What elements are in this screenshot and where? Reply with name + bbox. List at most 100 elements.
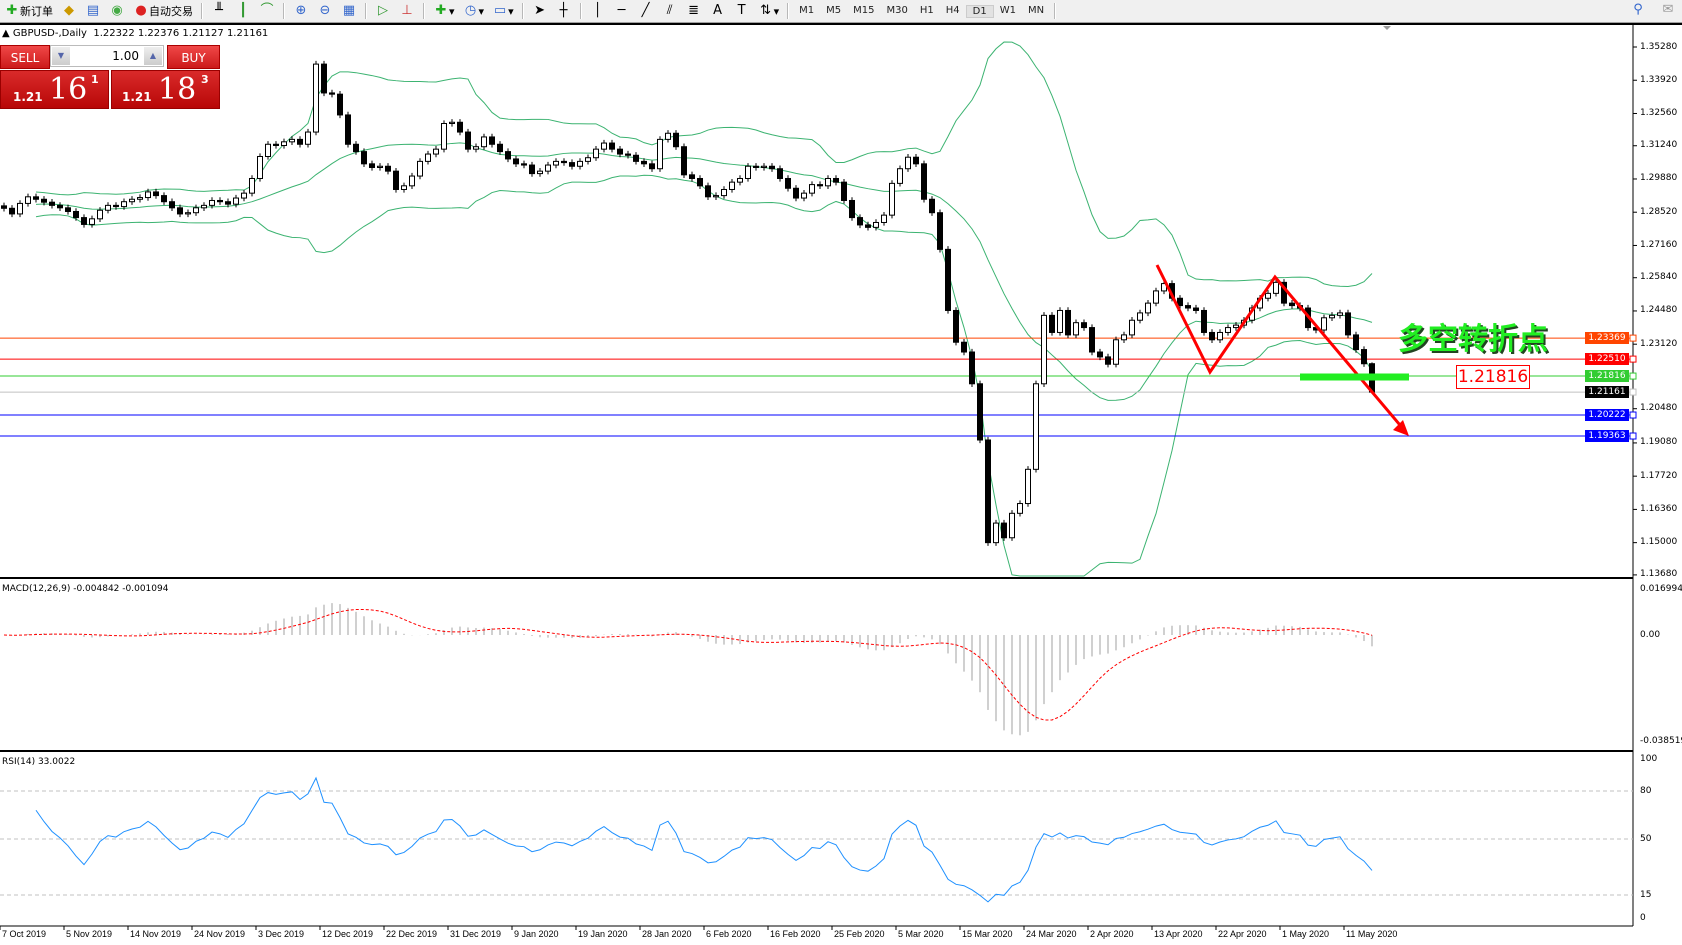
- bear-candle: [169, 201, 175, 209]
- auto-trading-button[interactable]: ● 自动交易: [129, 1, 197, 21]
- bear-candle: [33, 196, 39, 200]
- lot-size-input[interactable]: 1.00: [112, 49, 139, 63]
- bear-candle: [649, 163, 655, 170]
- timeframe-m5[interactable]: M5: [826, 4, 842, 16]
- vertical-line-button[interactable]: │: [586, 1, 610, 21]
- new-order-button[interactable]: ✚ 新订单: [0, 1, 57, 21]
- autoscroll-icon: ▷: [378, 3, 388, 18]
- bull-candle: [825, 177, 831, 187]
- bear-candle: [329, 92, 335, 95]
- fibonacci-button[interactable]: ≣: [682, 1, 706, 21]
- bear-candle: [65, 207, 71, 212]
- lot-increase-button[interactable]: ▲: [144, 47, 162, 65]
- bull-candle: [577, 160, 583, 167]
- zoom-out-button[interactable]: ⊖: [313, 1, 337, 21]
- text-button[interactable]: A: [706, 1, 730, 21]
- signal-button[interactable]: ◉: [105, 1, 129, 21]
- auto-trading-icon: ●: [135, 3, 147, 18]
- sell-button[interactable]: SELL: [0, 45, 50, 69]
- horizontal-line-label: 1.23369: [1585, 332, 1629, 345]
- lot-decrease-button[interactable]: ▼: [52, 47, 70, 65]
- bar-chart-icon: ╨: [215, 3, 223, 18]
- indicators-button[interactable]: ✚ ▾: [429, 1, 459, 21]
- cursor-icon: ➤: [534, 3, 546, 18]
- bear-candle: [489, 136, 495, 145]
- crosshair-button[interactable]: ┼: [552, 1, 576, 21]
- bull-candle: [1025, 468, 1031, 505]
- chart-shift-button[interactable]: ⊥: [395, 1, 419, 21]
- time-axis-label: 16 Feb 2020: [770, 929, 821, 939]
- bear-candle: [217, 199, 223, 203]
- horizontal-line-label: 1.20222: [1585, 409, 1629, 422]
- separator: [283, 3, 285, 19]
- navigator-button[interactable]: ▤: [81, 1, 105, 21]
- price-axis-label: 1.29880: [1640, 173, 1678, 184]
- horizontal-line-button[interactable]: ─: [610, 1, 634, 21]
- bar-chart-button[interactable]: ╨: [207, 1, 231, 21]
- search-icon[interactable]: ⚲: [1633, 2, 1643, 17]
- timeframe-m1[interactable]: M1: [799, 4, 815, 16]
- lot-size-stepper[interactable]: ▼ 1.00 ▲: [50, 45, 164, 67]
- separator: [365, 3, 367, 19]
- time-axis-label: 22 Dec 2019: [386, 929, 438, 939]
- line-chart-button[interactable]: ⌒: [255, 1, 279, 21]
- price-axis-label: 1.19080: [1640, 437, 1678, 448]
- zoom-in-icon: ⊕: [295, 3, 307, 18]
- bear-candle: [617, 148, 623, 155]
- bear-candle: [849, 199, 855, 219]
- bull-candle: [281, 141, 287, 146]
- bull-candle: [17, 202, 23, 215]
- timeframe-d1[interactable]: D1: [965, 4, 994, 18]
- macd-axis-label: 0.016994: [1640, 583, 1682, 594]
- vertical-line-icon: │: [593, 3, 602, 18]
- horizontal-line-label: 1.22510: [1585, 353, 1629, 366]
- line-handle: [1629, 388, 1637, 396]
- bear-candle: [1177, 297, 1183, 307]
- market-watch-button[interactable]: ◆: [57, 1, 81, 21]
- trendline-icon: ╱: [641, 3, 650, 18]
- bull-candle: [1057, 309, 1063, 333]
- candlestick-button[interactable]: ┃: [231, 1, 255, 21]
- buy-button[interactable]: BUY: [167, 45, 220, 69]
- chart-window[interactable]: [0, 23, 1682, 945]
- bear-candle: [777, 168, 783, 179]
- tile-windows-button[interactable]: ▦: [337, 1, 361, 21]
- bear-candle: [393, 170, 399, 190]
- timeframe-h1[interactable]: H1: [919, 4, 934, 16]
- sell-price[interactable]: 1.21 16 1: [0, 70, 109, 109]
- bear-candle: [177, 207, 183, 215]
- timeframe-h4[interactable]: H4: [945, 4, 960, 16]
- collapse-icon[interactable]: ▲: [2, 28, 13, 39]
- bull-candle: [993, 522, 999, 544]
- buy-price-pips: 18: [158, 72, 197, 107]
- arrows-button[interactable]: ⇅ ▾: [754, 1, 784, 21]
- autoscroll-button[interactable]: ▷: [371, 1, 395, 21]
- timeframe-m30[interactable]: M30: [886, 4, 908, 16]
- bear-candle: [609, 142, 615, 150]
- bear-candle: [153, 191, 159, 197]
- periods-button[interactable]: ◷ ▾: [459, 1, 489, 21]
- timeframe-mn[interactable]: MN: [1027, 4, 1045, 16]
- zoom-in-button[interactable]: ⊕: [289, 1, 313, 21]
- buy-price[interactable]: 1.21 18 3: [111, 70, 220, 109]
- arrow-head: [1393, 420, 1409, 436]
- equidistant-channel-button[interactable]: ⫽: [658, 1, 682, 21]
- cursor-button[interactable]: ➤: [528, 1, 552, 21]
- time-axis-label: 5 Nov 2019: [66, 929, 113, 939]
- chat-icon[interactable]: ✉: [1662, 2, 1674, 17]
- price-axis-label: 1.28520: [1640, 206, 1678, 217]
- trendline-button[interactable]: ╱: [634, 1, 658, 21]
- templates-button[interactable]: ▭ ▾: [488, 1, 518, 21]
- bull-candle: [433, 148, 439, 155]
- bull-candle: [1337, 312, 1343, 316]
- text-label-button[interactable]: T: [730, 1, 754, 21]
- timeframe-m15[interactable]: M15: [853, 4, 875, 16]
- separator: [787, 3, 790, 19]
- bull-candle: [241, 192, 247, 199]
- time-axis-label: 31 Dec 2019: [450, 929, 502, 939]
- annotation-price-box[interactable]: 1.21816: [1456, 365, 1530, 389]
- timeframe-w1[interactable]: W1: [999, 4, 1016, 16]
- annotation-text[interactable]: 多空转折点: [1398, 322, 1548, 357]
- toolbar-right: ⚲ ✉: [1630, 2, 1676, 18]
